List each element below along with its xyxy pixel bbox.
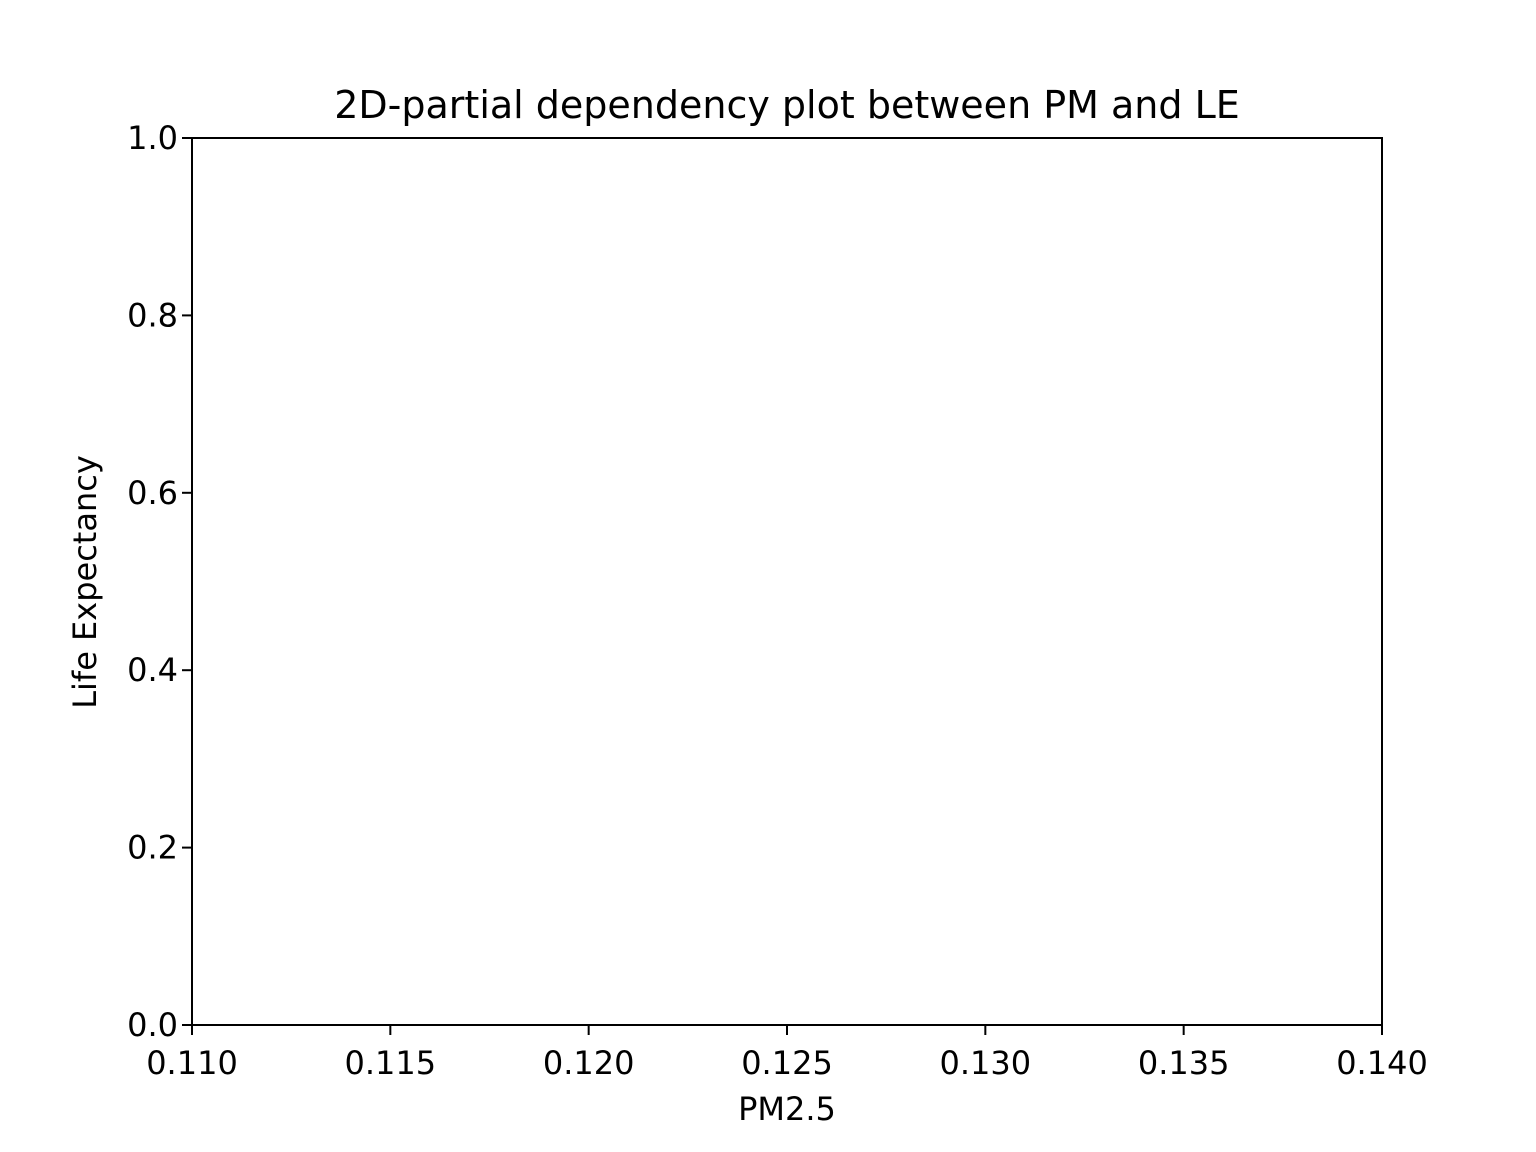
x-tick-label: 0.140 [1336, 1044, 1428, 1082]
x-tick-label: 0.130 [940, 1044, 1032, 1082]
y-tick-label: 0.2 [127, 829, 178, 867]
y-tick-label: 1.0 [127, 119, 178, 157]
x-tick-label: 0.135 [1138, 1044, 1230, 1082]
x-axis-ticks: 0.110 0.115 0.120 0.125 0.130 0.135 0.140 [146, 1025, 1428, 1082]
x-tick-label: 0.120 [543, 1044, 635, 1082]
x-tick-label: 0.110 [146, 1044, 238, 1082]
y-axis-ticks: 0.0 0.2 0.4 0.6 0.8 1.0 [127, 119, 192, 1044]
plot-area [191, 137, 1383, 1026]
chart-title: 2D-partial dependency plot between PM an… [334, 83, 1240, 127]
y-axis-label: Life Expectancy [66, 455, 104, 709]
y-tick-label: 0.0 [127, 1006, 178, 1044]
x-tick-label: 0.115 [345, 1044, 437, 1082]
x-axis-label: PM2.5 [738, 1090, 836, 1128]
y-tick-label: 0.4 [127, 651, 178, 689]
y-tick-label: 0.6 [127, 474, 178, 512]
x-tick-label: 0.125 [741, 1044, 833, 1082]
y-tick-label: 0.8 [127, 296, 178, 334]
